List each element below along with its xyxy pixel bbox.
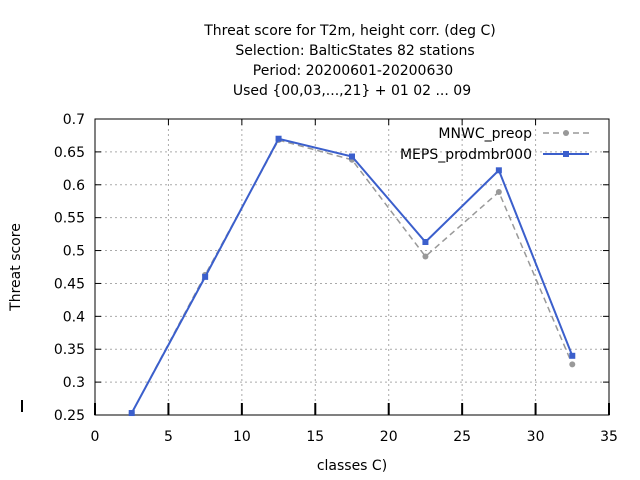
x-tick-label: 35 [600,429,618,445]
legend-marker [563,130,569,136]
y-tick-label: 0.55 [54,211,85,227]
y-tick-label: 0.65 [54,145,85,161]
data-point [422,253,429,260]
data-point [569,352,576,359]
grid-lines [95,119,609,415]
x-tick-label: 30 [527,429,545,445]
x-tick-label: 15 [306,429,324,445]
data-point [202,273,209,280]
x-tick-label: 25 [453,429,471,445]
x-tick-label: 20 [380,429,398,445]
x-tick-label: 5 [164,429,173,445]
title-line-4: Used {00,03,...,21} + 01 02 ... 09 [233,83,471,99]
legend-marker [563,151,569,157]
data-point [569,361,576,368]
title-line-1: Threat score for T2m, height corr. (deg … [203,23,496,39]
legend-label: MEPS_prodmbr000 [400,147,532,163]
data-point [495,189,502,196]
series-line [131,139,573,414]
x-tick-label: 0 [91,429,100,445]
plot-area-border [94,118,610,416]
data-point [349,153,355,160]
series-MEPS_prodmbr000 [128,135,576,417]
y-tick-label: 0.25 [54,408,85,424]
y-tick-label: 0.5 [63,244,85,260]
chart-title: Threat score for T2m, height corr. (deg … [203,23,496,99]
legend-label: MNWC_preop [438,126,532,142]
legend: MNWC_preop MEPS_prodmbr000 [400,126,589,163]
series-line [130,137,574,414]
x-axis-label: classes C) [317,458,387,474]
data-point [275,135,282,142]
title-line-2: Selection: BalticStates 82 stations [235,43,474,59]
y-axis-label: Threat score [8,223,24,312]
axis-ticks: 0.25 0.3 0.35 0.4 0.45 0.5 0.55 0.6 0.65 0.7 0 5 10 1… [54,112,618,445]
y-tick-label: 0.7 [63,112,85,128]
data-point [422,239,429,246]
y-tick-label: 0.45 [54,276,85,292]
y-tick-label: 0.35 [54,342,85,358]
data-point [128,410,135,417]
series-MNWC_preop [128,137,576,417]
y-tick-label: 0.4 [63,309,85,325]
x-tick-label: 10 [233,429,251,445]
title-line-3: Period: 20200601-20200630 [253,63,453,79]
data-point [495,167,502,174]
data-series [128,135,576,417]
y-tick-label: 0.6 [63,178,85,194]
y-tick-label: 0.3 [63,375,85,391]
